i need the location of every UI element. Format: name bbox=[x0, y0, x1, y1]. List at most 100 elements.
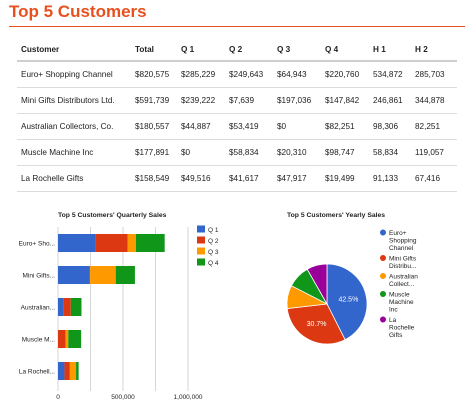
legend-swatch bbox=[197, 247, 205, 255]
page-title: Top 5 Customers bbox=[9, 2, 147, 21]
column-header[interactable]: Q 1 bbox=[181, 38, 229, 62]
table-cell: $0 bbox=[181, 139, 229, 166]
legend-swatch bbox=[380, 229, 386, 236]
quarterly-sales-bar-chart: Euro+ Sho... Mini Gifts... Australian... Mu… bbox=[19, 225, 219, 401]
legend-label: Q 1 bbox=[208, 227, 219, 234]
table-cell: $591,739 bbox=[135, 87, 181, 114]
legend-label: Q 4 bbox=[208, 260, 219, 267]
category-label: Australian... bbox=[21, 305, 56, 312]
slice-label: 42.5% bbox=[338, 296, 358, 303]
bar-segment bbox=[64, 362, 70, 380]
table-cell: $0 bbox=[277, 113, 325, 140]
table-cell: $197,036 bbox=[277, 87, 325, 114]
table-row: La Rochelle Gifts $158,549 $49,516 $41,6… bbox=[17, 165, 457, 192]
pie-slice bbox=[306, 263, 328, 306]
bar-segment bbox=[89, 266, 91, 284]
table-cell: Euro+ Shopping Channel bbox=[17, 61, 135, 88]
legend-label: Q 3 bbox=[208, 249, 219, 256]
legend-label: Euro+ bbox=[389, 230, 407, 237]
pie-slice bbox=[286, 303, 346, 345]
legend-label: Muscle bbox=[389, 292, 410, 299]
bar-segment bbox=[70, 298, 82, 316]
legend-swatch bbox=[380, 255, 386, 261]
table-cell: $44,887 bbox=[181, 113, 229, 140]
x-tick-label: 0 bbox=[56, 394, 60, 401]
legend-label: Rochelle bbox=[389, 325, 415, 332]
table-cell: $49,516 bbox=[181, 165, 229, 192]
bar-segment bbox=[58, 298, 64, 316]
table-cell: Muscle Machine Inc bbox=[17, 139, 135, 166]
table-cell: Mini Gifts Distributors Ltd. bbox=[17, 87, 135, 114]
table-cell: $239,222 bbox=[181, 87, 229, 114]
customers-table: Customer Total Q 1 Q 2 Q 3 Q 4 H 1 H 2 E… bbox=[17, 38, 457, 192]
table-cell: $64,943 bbox=[277, 61, 325, 88]
table-row: Mini Gifts Distributors Ltd. $591,739 $2… bbox=[17, 87, 457, 114]
legend-label: Machine bbox=[389, 299, 414, 306]
column-header[interactable]: Q 2 bbox=[229, 38, 277, 62]
legend-label: Inc bbox=[389, 307, 398, 314]
bar-segment bbox=[58, 234, 96, 252]
table-cell: $41,617 bbox=[229, 165, 277, 192]
table-cell: 119,057 bbox=[415, 139, 457, 166]
legend-label: Gifts bbox=[389, 332, 403, 339]
table-cell: $177,891 bbox=[135, 139, 181, 166]
column-header[interactable]: Total bbox=[135, 38, 181, 62]
bar-segment bbox=[76, 362, 79, 380]
bar-segment bbox=[65, 330, 69, 348]
table-cell: 67,416 bbox=[415, 165, 457, 192]
legend-label: Mini Gifts bbox=[389, 256, 417, 263]
legend-swatch bbox=[380, 316, 386, 323]
column-header[interactable]: Customer bbox=[17, 38, 135, 62]
bar-segment bbox=[58, 362, 65, 380]
category-label: Mini Gifts... bbox=[22, 273, 55, 280]
legend-swatch bbox=[380, 273, 386, 279]
table-cell: 58,834 bbox=[373, 139, 415, 166]
table-cell: $249,643 bbox=[229, 61, 277, 88]
table-cell: $147,842 bbox=[325, 87, 373, 114]
legend-label: Australian bbox=[389, 274, 418, 281]
table-cell: $285,229 bbox=[181, 61, 229, 88]
legend-label: Distribu... bbox=[389, 263, 417, 270]
bar-segment bbox=[69, 362, 77, 380]
table-cell: $20,310 bbox=[277, 139, 325, 166]
table-cell: $53,419 bbox=[229, 113, 277, 140]
legend-label: Shopping bbox=[389, 238, 417, 245]
legend-swatch bbox=[380, 291, 386, 297]
table-header-row: Customer Total Q 1 Q 2 Q 3 Q 4 H 1 H 2 bbox=[17, 38, 457, 62]
column-header[interactable]: Q 4 bbox=[325, 38, 373, 62]
bar-segment bbox=[115, 266, 135, 284]
legend-label: La bbox=[389, 317, 397, 324]
table-cell: 534,872 bbox=[373, 61, 415, 88]
table-cell: $158,549 bbox=[135, 165, 181, 192]
table-row: Euro+ Shopping Channel $820,575 $285,229… bbox=[17, 61, 457, 88]
legend-swatch bbox=[197, 258, 205, 266]
column-header[interactable]: H 1 bbox=[373, 38, 415, 62]
table-cell: $98,747 bbox=[325, 139, 373, 166]
table-cell: 98,306 bbox=[373, 113, 415, 140]
table-cell: $47,917 bbox=[277, 165, 325, 192]
slice-label: 30.7% bbox=[307, 321, 327, 328]
pie-slice bbox=[326, 263, 368, 341]
legend-label: Q 2 bbox=[208, 238, 219, 245]
table-cell: $180,557 bbox=[135, 113, 181, 140]
pie-chart-title: Top 5 Customers' Yearly Sales bbox=[287, 212, 386, 219]
x-tick-label: 1,000,000 bbox=[174, 394, 203, 401]
table-cell: $82,251 bbox=[325, 113, 373, 140]
table-cell: Australian Collectors, Co. bbox=[17, 113, 135, 140]
category-label: Euro+ Sho... bbox=[19, 241, 56, 248]
bar-segment bbox=[135, 234, 165, 252]
legend-swatch bbox=[197, 236, 205, 244]
bar-segment bbox=[68, 330, 82, 348]
x-tick-label: 500,000 bbox=[111, 394, 135, 401]
table-cell: 91,133 bbox=[373, 165, 415, 192]
table-cell: $220,760 bbox=[325, 61, 373, 88]
title-divider bbox=[9, 26, 465, 27]
category-label: Muscle M... bbox=[22, 337, 55, 344]
column-header[interactable]: Q 3 bbox=[277, 38, 325, 62]
column-header[interactable]: H 2 bbox=[415, 38, 457, 62]
table-cell: $19,499 bbox=[325, 165, 373, 192]
table-cell: 285,703 bbox=[415, 61, 457, 88]
table-cell: $7,639 bbox=[229, 87, 277, 114]
table-cell: 82,251 bbox=[415, 113, 457, 140]
